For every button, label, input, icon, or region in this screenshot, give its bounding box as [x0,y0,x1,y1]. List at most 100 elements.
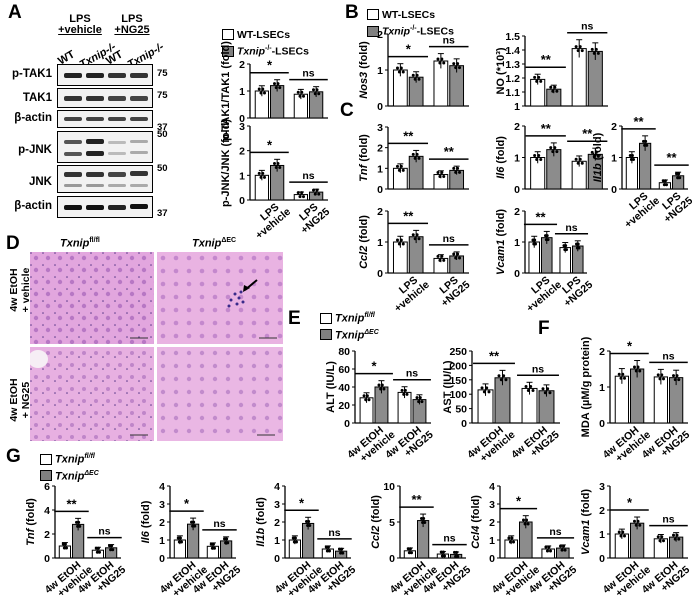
mw-marker: 75 [157,68,168,79]
significance-label: ** [66,496,77,511]
panel-letter-c: C [340,100,354,121]
significance-label: * [267,58,273,73]
y-tick-label: 0 [239,195,245,207]
significance-label: ** [403,128,414,143]
y-tick-label: 0 [599,553,605,565]
y-tick-label: 2 [489,517,495,529]
y-tick-label: 0 [274,553,280,565]
y-tick-label: 1 [239,86,245,98]
significance-label: * [267,137,273,152]
y-axis-label: MDA (µM/g protein) [580,336,592,437]
y-tick-label: 80 [338,346,350,358]
y-tick-label: 5 [389,517,395,529]
significance-label: * [371,359,377,374]
y-tick-label: 0 [44,553,50,565]
significance-label: ns [302,68,314,80]
condition-1-line2: +vehicle [58,24,102,36]
y-tick-label: 0 [377,268,383,280]
y-tick-label: 250 [449,346,467,358]
y-tick-label: 2 [611,121,617,133]
bar-chart-a1: p-TAK1/TAK1 (fold) 0 1 2 * ns [220,41,328,141]
y-tick-label: 150 [449,375,467,387]
significance-label: * [406,42,412,57]
histo-image-dec-ng25 [157,347,283,441]
significance-label: ns [565,222,577,234]
col-title-main: Txnip [192,237,222,250]
bar-chart-b1: Nos3 (fold) 0 1 2 * ns [358,29,469,113]
histo-row-label-ng25: 4w EtOH + NG25 [8,360,32,440]
significance-label: ns [443,35,455,47]
blot-label-beta-actin-2: β-actin [14,200,52,212]
panel-letter-f: F [538,318,550,339]
y-axis-label: Vcam1 (fold) [580,489,592,555]
legend-label-dec: Txnip [55,470,85,483]
legend-swatch-wt [367,9,379,20]
y-tick-label: 3 [159,499,165,511]
y-tick-label: 1 [514,101,520,113]
y-tick-label: 4 [274,481,280,493]
y-axis-label: ALT (IU/L) [325,361,337,413]
y-tick-label: 2 [44,529,50,541]
bar-chart-f1: MDA (µM/g protein) 012 *4w EtOH+vehiclens4… [580,336,692,464]
y-axis-label: Ccl4 (fold) [470,495,482,549]
blot-p-jnk [57,131,153,163]
y-tick-label: 50 [455,404,467,416]
col-title-sup: ΔEC [221,237,237,244]
mw-marker: 50 [157,129,168,140]
legend-label-wt: WT-LSECs [237,29,291,41]
y-axis-label: p-JNK/JNK (fold) [220,119,232,207]
significance-label: * [627,339,633,354]
y-axis-label: AST (IU/L) [442,360,454,413]
significance-label: ns [328,527,340,539]
histo-image-flfl-vehicle [30,252,154,344]
legend-sup: -/- [265,45,272,52]
y-axis-label: Nos3 (fold) [358,41,370,99]
y-tick-label: 3 [377,122,383,134]
y-tick-label: 1.1 [505,87,520,99]
blot-label-tak1: TAK1 [22,92,52,104]
legend-label-dec: Txnip [335,329,365,342]
significance-label: * [516,494,522,509]
legend-sup: fl/fl [364,312,375,319]
significance-label: ** [666,150,677,165]
y-tick-label: 4 [44,505,50,517]
y-axis-label: Vcam1 (fold) [495,209,507,275]
y-axis-label: p-TAK1/TAK1 (fold) [220,41,232,141]
significance-label: ** [582,126,593,141]
y-tick-label: 40 [338,382,350,394]
significance-label: ** [411,492,422,507]
bar-chart-c3: Il1b (fold)012 **LPS+vehicle**LPS+NG25 [592,114,692,231]
significance-label: ** [403,208,414,223]
y-axis-label: Ccl2 (fold) [370,495,382,549]
y-tick-label: 1 [239,170,245,182]
y-tick-label: 2 [599,346,605,358]
significance-label: ns [443,533,455,545]
y-axis-label: Il1b (fold) [592,132,604,182]
histo-row-label-vehicle: 4w EtOH + vehicle [8,250,32,330]
y-tick-label: 1 [514,237,520,249]
blot-label-jnk: JNK [28,176,52,188]
y-tick-label: 0 [159,553,165,565]
y-tick-label: 1 [377,65,383,77]
y-tick-label: 2 [377,206,383,218]
legend-swatch-flfl [40,453,52,465]
legend-label-wt: WT-LSECs [382,9,436,21]
blot-p-tak1 [57,64,153,86]
significance-label: ** [541,52,552,67]
legend-genotype-e: Txnipfl/fl TxnipΔEC [320,309,379,342]
y-tick-label: 10 [383,481,395,493]
mw-marker: 75 [157,90,168,101]
col-title-main: Txnip [60,237,90,250]
y-tick-label: 0 [461,418,467,430]
y-tick-label: 1 [599,382,605,394]
legend-sup: fl/fl [84,453,95,460]
y-axis-label: Tnf (fold) [358,134,370,182]
legend-swatch-wt [222,29,234,40]
y-tick-label: 0 [239,113,245,125]
